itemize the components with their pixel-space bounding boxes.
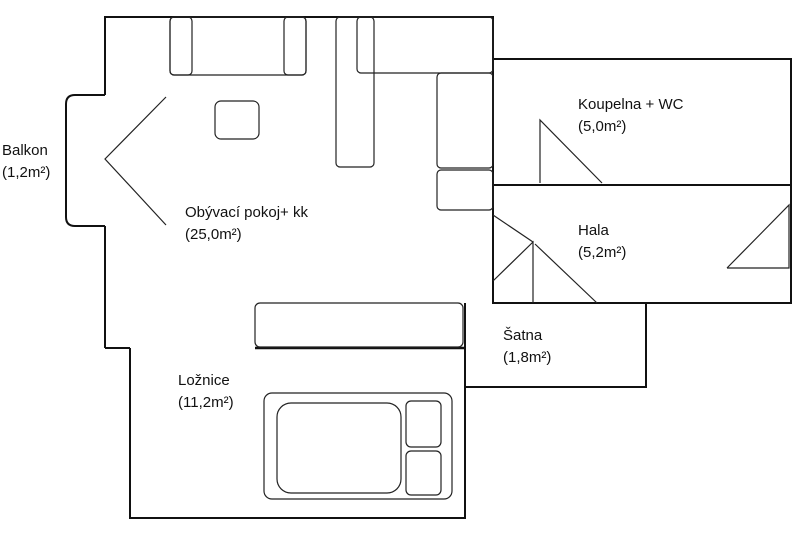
bed-mattress [276, 402, 402, 494]
koupelna-name: Koupelna + WC [578, 96, 684, 113]
bedroom-walls [129, 348, 466, 519]
wardrobe-walls [464, 303, 647, 388]
koupelna-label: Koupelna + WC (5,0m²) [578, 94, 683, 138]
sofa-left-arm [169, 16, 193, 76]
balkon-area: (1,2m²) [2, 164, 51, 181]
hala-name: Hala [578, 222, 609, 239]
obyvaci-area: (25,0m²) [185, 226, 242, 243]
balkon-name: Balkon [2, 142, 48, 159]
hall-walls [492, 185, 792, 304]
hall-entry-door-swing [726, 203, 790, 269]
kitchen-counter-left [335, 16, 375, 168]
kitchen-fridge [436, 169, 494, 211]
koupelna-area: (5,0m²) [578, 118, 627, 135]
hall-inner-door-swing [492, 240, 534, 303]
hall-door-swing-2 [534, 243, 598, 304]
balcony-door-swing [104, 96, 167, 226]
kitchen-counter-right [436, 72, 494, 169]
sofa [169, 16, 307, 76]
sofa-right-arm [283, 16, 307, 76]
obyvaci-name: Obývací pokoj+ kk [185, 204, 308, 221]
wardrobe-cabinet [254, 302, 464, 348]
balkon-label: Balkon (1,2m²) [2, 140, 50, 184]
satna-area: (1,8m²) [503, 349, 552, 366]
hala-label: Hala (5,2m²) [578, 220, 626, 264]
kitchen-counter-top [356, 16, 494, 74]
obyvaci-label: Obývací pokoj+ kk (25,0m²) [185, 202, 308, 246]
hall-door-jamb [492, 214, 534, 243]
hala-area: (5,2m²) [578, 244, 627, 261]
loznice-label: Ložnice (11,2m²) [178, 370, 234, 414]
satna-label: Šatna (1,8m²) [503, 325, 551, 369]
bed-pillow-top [405, 400, 442, 448]
coffee-table [214, 100, 260, 140]
bed-pillow-bottom [405, 450, 442, 496]
loznice-area: (11,2m²) [178, 394, 234, 411]
satna-name: Šatna [503, 327, 543, 344]
bed-frame [263, 392, 453, 500]
living-room-walls [104, 16, 494, 95]
loznice-name: Ložnice [178, 372, 230, 389]
balcony-outline [65, 94, 105, 227]
bathroom-door-swing [539, 118, 603, 184]
